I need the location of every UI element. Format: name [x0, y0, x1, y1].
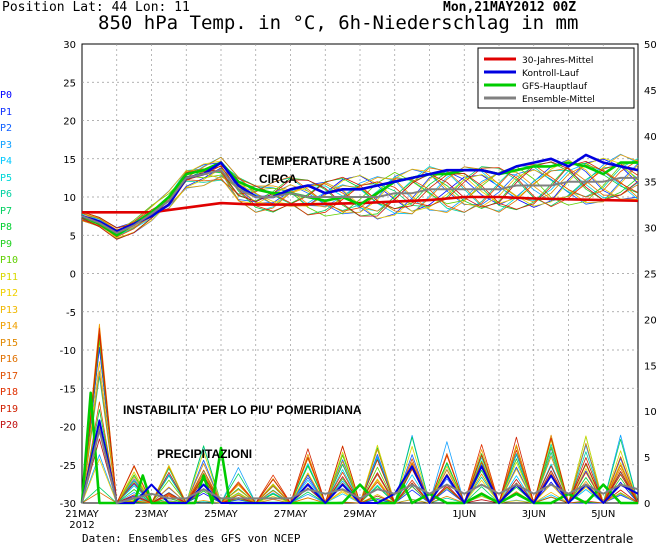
y-right-tick-label: 10 — [644, 407, 657, 418]
member-label-p1: P1 — [0, 106, 13, 118]
y-right-tick-label: 5 — [644, 453, 650, 464]
annotation-precip: PRECIPITAZIONI — [157, 447, 252, 461]
legend-label: GFS-Hauptlauf — [522, 82, 588, 92]
y-right-tick-label: 25 — [644, 270, 657, 281]
y-left-tick-label: 0 — [70, 270, 76, 281]
data-source: Daten: Ensembles des GFS von NCEP — [82, 532, 301, 545]
member-label-p15: P15 — [0, 337, 19, 349]
x-tick-label: 3JUN — [522, 509, 546, 520]
y-right-tick-label: 20 — [644, 315, 657, 326]
run-date: Mon,21MAY2012 00Z — [443, 0, 577, 15]
temp-line-gfs-hauptlauf — [81, 161, 638, 237]
member-label-p9: P9 — [0, 238, 13, 250]
x-tick-label: 29MAY — [343, 509, 377, 520]
member-label-p16: P16 — [0, 354, 19, 365]
legend-label: Kontroll-Lauf — [522, 69, 580, 79]
precip-line-kontroll-lauf — [81, 419, 639, 504]
y-left-tick-label: 25 — [63, 78, 76, 89]
brand-label: Wetterzentrale — [544, 532, 634, 546]
member-label-p17: P17 — [0, 370, 19, 382]
member-label-p7: P7 — [0, 205, 13, 217]
annotation-temp-1: TEMPERATURE A 1500 — [259, 154, 391, 168]
y-right-tick-label: 40 — [644, 132, 657, 143]
temp-line-ensemble-mittel — [81, 169, 638, 234]
member-label-p19: P19 — [0, 403, 19, 415]
member-label-p3: P3 — [0, 139, 13, 151]
y-right-tick-label: 45 — [644, 86, 657, 97]
member-label-p11: P11 — [0, 271, 19, 283]
y-right-tick-label: 15 — [644, 361, 657, 372]
y-left-tick-label: 30 — [63, 40, 76, 51]
y-right-tick-label: 30 — [644, 224, 657, 235]
member-label-p0: P0 — [0, 90, 13, 101]
position-label: Position Lat: 44 Lon: 11 — [2, 0, 190, 15]
member-label-p18: P18 — [0, 387, 19, 398]
chart-title: 850 hPa Temp. in °C, 6h-Niederschlag in … — [98, 12, 579, 34]
y-left-tick-label: 5 — [70, 231, 76, 242]
x-tick-label: 23MAY — [135, 509, 169, 520]
member-label-p4: P4 — [0, 156, 13, 167]
x-tick-label: 1JUN — [452, 509, 476, 520]
member-label-p5: P5 — [0, 172, 13, 184]
y-right-tick-label: 0 — [644, 499, 650, 510]
precip-line-ensemble-mittel — [81, 428, 639, 504]
temp-line-kontroll-lauf — [81, 153, 639, 233]
x-tick-sublabel: 2012 — [69, 520, 94, 531]
x-tick-label: 25MAY — [204, 509, 238, 520]
legend-label: 30-Jahres-Mittel — [522, 56, 593, 66]
member-label-p14: P14 — [0, 321, 19, 332]
member-label-p6: P6 — [0, 189, 13, 200]
y-left-tick-label: -5 — [66, 308, 76, 319]
y-left-tick-label: -25 — [60, 461, 76, 472]
member-label-p10: P10 — [0, 255, 19, 266]
member-label-p20: P20 — [0, 420, 19, 431]
member-label-p13: P13 — [0, 304, 19, 316]
y-left-tick-label: -20 — [60, 423, 76, 434]
member-label-p8: P8 — [0, 222, 13, 233]
y-left-tick-label: -15 — [60, 384, 76, 395]
y-left-tick-label: -10 — [60, 346, 76, 357]
y-right-tick-label: 50 — [644, 40, 657, 51]
legend-label: Ensemble-Mittel — [522, 95, 595, 105]
y-left-tick-label: 10 — [63, 193, 76, 204]
y-right-tick-label: 35 — [644, 178, 657, 189]
member-label-p2: P2 — [0, 123, 13, 134]
member-label-p12: P12 — [0, 288, 19, 299]
x-tick-label: 5JUN — [591, 509, 615, 520]
y-left-tick-label: -30 — [60, 499, 76, 510]
annotation-instability: INSTABILITA' PER LO PIU' POMERIDIANA — [123, 403, 362, 417]
member-temp-line — [81, 164, 639, 232]
annotation-temp-2: CIRCA — [259, 172, 297, 186]
x-tick-label: 21MAY — [65, 509, 99, 520]
x-tick-label: 27MAY — [274, 509, 308, 520]
member-list: P0 P1 P2 P3 P4 P5 P6 P7 P8 P9 P10 P11 P12 P13 P14 P15 P1… — [0, 88, 18, 435]
y-left-tick-label: 20 — [63, 117, 76, 128]
y-left-tick-label: 15 — [63, 155, 76, 166]
